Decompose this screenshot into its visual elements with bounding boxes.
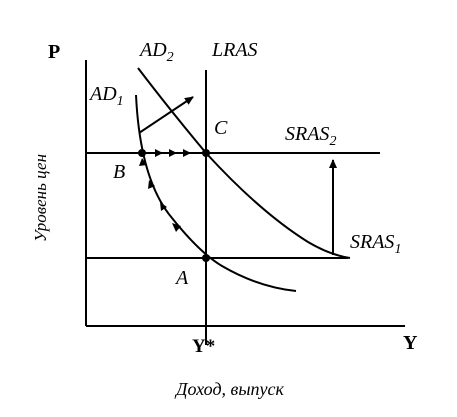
- point-c-dot: [202, 149, 210, 157]
- ad2-label: AD2: [138, 39, 174, 65]
- point-b-label: B: [113, 161, 125, 183]
- sras1-label: SRAS1: [350, 231, 401, 257]
- point-b-dot: [138, 149, 146, 157]
- x-tick-label: Y*: [192, 336, 215, 357]
- ad2-curve: [137, 67, 351, 259]
- y-axis-letter: P: [48, 41, 60, 63]
- ad1-label: AD1: [88, 83, 124, 109]
- point-a-label: A: [174, 267, 189, 289]
- horizontal-path-arrows: [155, 149, 191, 157]
- adjustment-path-arrows: [139, 158, 181, 232]
- ad-shift-arrow: [138, 96, 194, 134]
- point-c-label: C: [214, 117, 228, 139]
- x-axis-letter: Y: [403, 332, 418, 354]
- ad1-curve: [135, 94, 297, 292]
- sras2-label: SRAS2: [285, 123, 336, 149]
- x-axis-caption: Доход, выпуск: [174, 379, 284, 399]
- lras-label: LRAS: [211, 39, 258, 61]
- point-a-dot: [202, 254, 210, 262]
- y-axis-caption: Уровень цен: [31, 154, 50, 242]
